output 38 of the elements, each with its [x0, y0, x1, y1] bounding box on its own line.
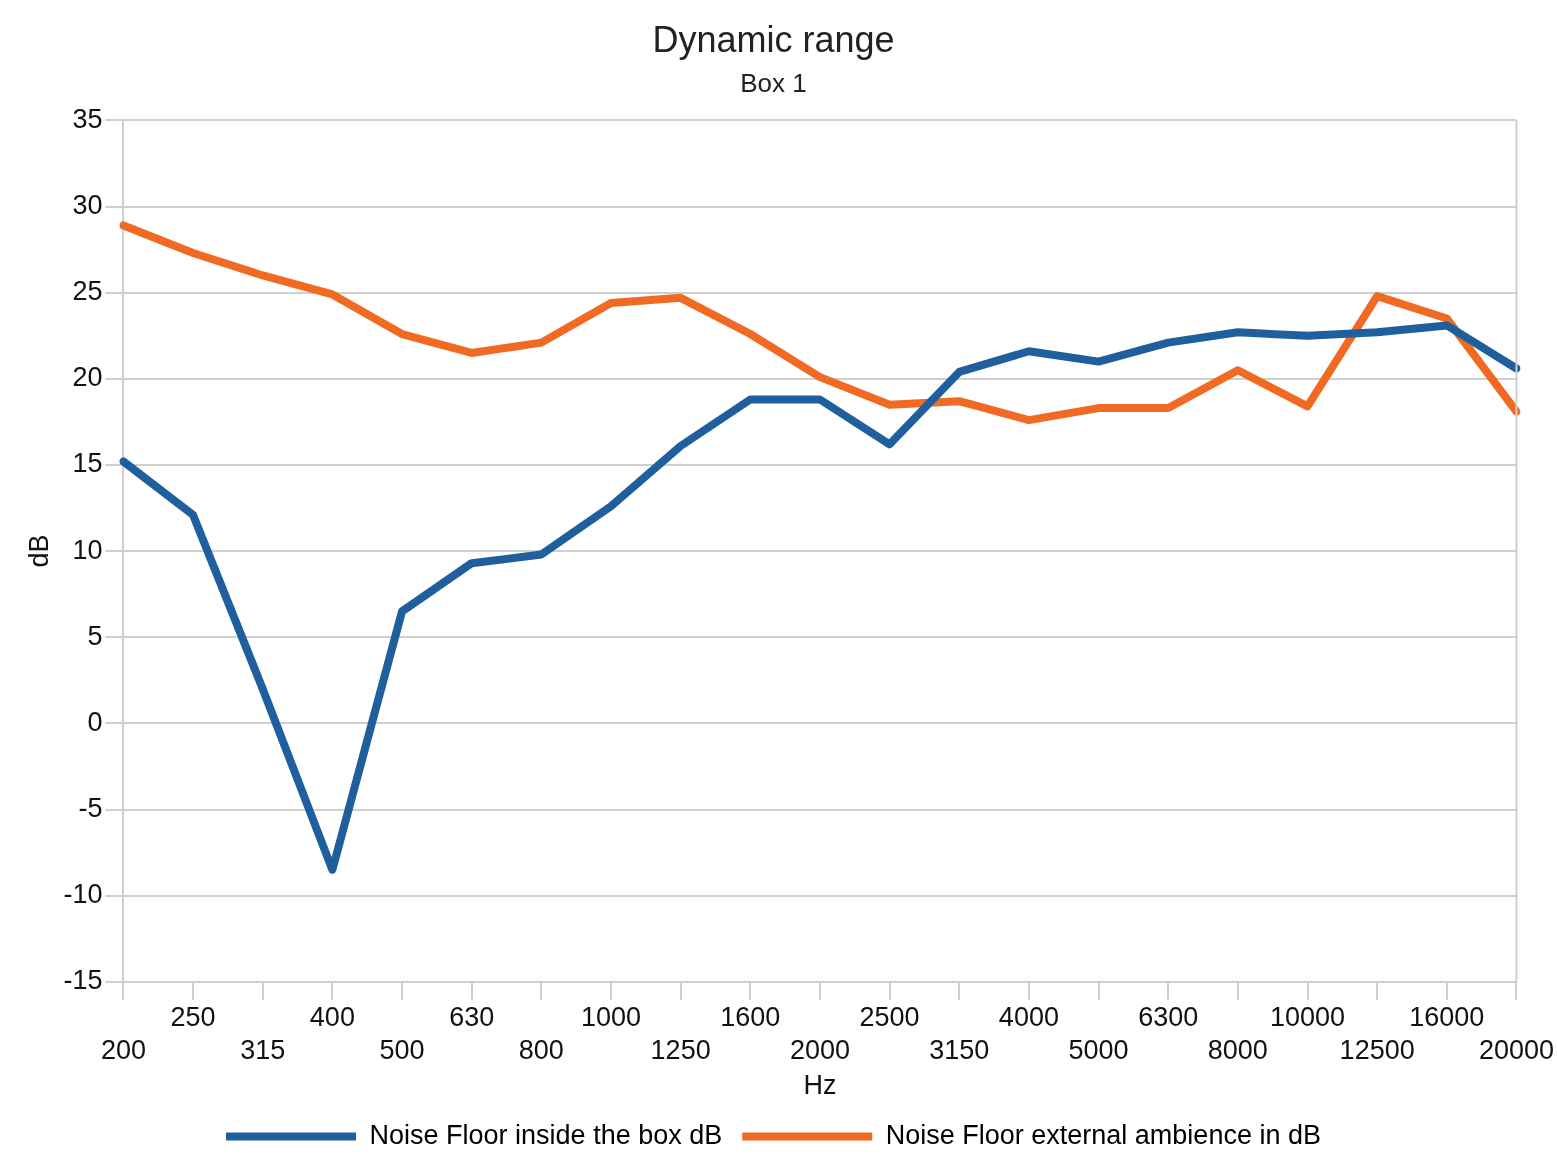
x-tick-label: 2500	[859, 1002, 920, 1033]
x-tick-label: 4000	[998, 1002, 1059, 1033]
chart-subtitle: Box 1	[740, 67, 807, 98]
x-tick-label: 200	[100, 1034, 146, 1065]
x-tick-label: 250	[170, 1002, 216, 1033]
x-tick-label: 630	[449, 1002, 495, 1033]
chart-title: Dynamic range	[652, 18, 895, 60]
x-tick-label: 400	[309, 1002, 355, 1033]
x-tick-label: 500	[379, 1034, 425, 1065]
y-axis-title: dB	[23, 534, 54, 568]
y-tick-label: 15	[72, 448, 103, 479]
x-tick-label: 20000	[1478, 1034, 1555, 1065]
x-tick-label: 800	[518, 1034, 564, 1065]
x-tick-label: 3150	[929, 1034, 990, 1065]
y-tick-label: 20	[72, 362, 103, 393]
y-tick-label: 35	[72, 103, 103, 134]
legend-label: Noise Floor inside the box dB	[369, 1119, 723, 1150]
x-tick-label: 16000	[1409, 1002, 1485, 1033]
x-tick-label: 5000	[1068, 1034, 1129, 1065]
x-tick-label: 1600	[720, 1002, 781, 1033]
y-tick-label: 5	[87, 620, 103, 651]
y-tick-label: 25	[72, 276, 103, 307]
x-tick-label: 315	[240, 1034, 286, 1065]
legend-label: Noise Floor external ambience in dB	[885, 1119, 1321, 1150]
x-tick-label: 6300	[1138, 1002, 1199, 1033]
x-tick-label: 2000	[789, 1034, 850, 1065]
x-axis-title: Hz	[803, 1070, 837, 1101]
y-tick-label: -10	[63, 879, 103, 910]
x-tick-label: 1250	[650, 1034, 711, 1065]
y-tick-label: 0	[87, 706, 103, 737]
y-tick-label: -5	[78, 792, 103, 823]
x-tick-label: 8000	[1207, 1034, 1268, 1065]
y-tick-label: 30	[72, 189, 103, 220]
y-tick-label: 10	[72, 534, 103, 565]
x-tick-label: 12500	[1339, 1034, 1415, 1065]
x-tick-label: 1000	[580, 1002, 642, 1033]
x-tick-label: 10000	[1269, 1002, 1346, 1033]
y-tick-label: -15	[63, 965, 103, 996]
